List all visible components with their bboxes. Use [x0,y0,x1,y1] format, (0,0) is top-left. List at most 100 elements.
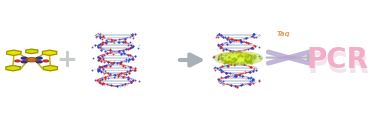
Point [236,61,242,63]
Point [236,74,242,76]
Point [239,83,245,85]
Point [248,55,254,57]
Point [102,77,108,79]
Point [108,39,114,40]
Point [251,33,257,35]
Point [128,66,134,68]
Point [215,36,221,38]
Point [223,76,229,78]
Point [250,59,256,61]
Point [115,39,121,41]
Point [102,65,108,67]
Point [222,82,228,84]
Point [129,46,135,48]
Point [130,45,136,47]
Point [238,40,244,42]
Point [247,71,253,73]
Point [245,60,251,62]
Point [127,41,133,43]
Point [251,55,257,57]
Point [230,73,236,75]
Point [248,47,254,49]
Point [243,78,249,79]
Point [103,64,109,66]
Point [102,76,108,78]
Point [99,66,105,68]
Point [226,60,232,62]
Point [111,41,117,42]
Point [217,81,223,83]
Point [238,40,244,42]
Point [217,78,223,80]
Point [125,44,131,46]
Point [99,83,105,85]
Point [95,56,101,57]
Point [99,41,105,43]
Point [243,41,249,43]
Text: +: + [56,48,77,72]
Point [245,54,251,56]
Point [216,55,222,57]
Point [242,71,248,73]
Point [99,59,105,61]
Point [98,49,104,51]
Point [257,57,263,59]
Point [110,51,116,53]
Point [102,41,108,43]
Point [228,38,234,40]
Point [224,43,230,45]
Point [96,68,102,69]
Point [120,41,126,43]
Point [98,49,104,51]
Point [103,39,109,41]
Point [125,78,131,80]
Point [240,61,246,63]
Point [252,80,258,82]
Point [106,74,112,76]
Point [90,44,96,46]
Point [97,46,103,48]
Point [123,41,129,43]
Point [247,77,253,79]
Point [218,46,224,48]
Point [97,57,103,59]
Point [107,39,113,41]
Point [213,36,219,38]
Point [127,80,133,82]
Point [127,54,133,56]
Point [216,35,222,37]
Point [231,59,238,61]
Point [128,44,134,46]
Point [229,58,235,60]
Point [222,61,228,63]
Point [218,56,224,58]
Point [212,69,218,71]
Point [249,48,255,49]
Point [253,45,259,47]
Point [132,55,138,57]
Point [237,74,243,76]
Point [214,67,220,69]
Point [124,70,130,72]
Point [256,79,262,81]
Point [127,47,133,49]
Point [249,70,255,72]
Point [247,66,253,68]
Point [220,36,226,38]
Point [244,61,250,63]
Point [123,65,129,67]
Point [218,77,224,78]
Point [126,48,132,50]
Point [222,36,228,38]
Point [97,69,103,71]
Point [112,41,118,42]
Point [216,66,222,68]
Point [227,53,233,54]
Point [109,62,115,64]
Point [233,39,239,41]
Point [245,42,251,44]
Point [117,62,123,64]
Point [118,61,124,63]
Point [234,86,240,87]
Point [221,83,227,85]
